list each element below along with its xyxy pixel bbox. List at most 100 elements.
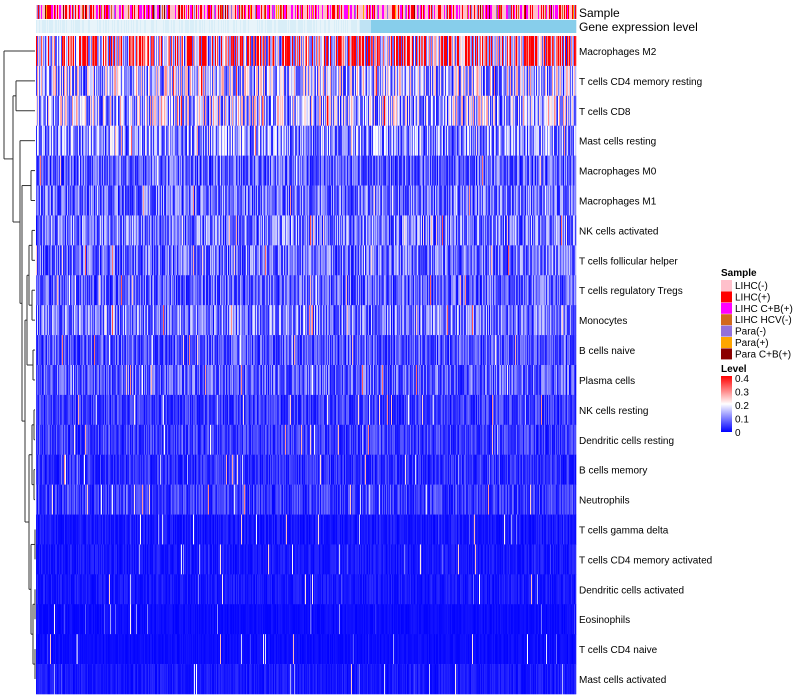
heatmap-cell [368, 185, 370, 216]
heatmap-cell [522, 36, 524, 67]
heatmap-cell [517, 215, 519, 246]
heatmap-cell [449, 125, 451, 156]
heatmap-cell [39, 95, 41, 127]
heatmap-cell [355, 65, 357, 97]
heatmap-cell [160, 36, 162, 67]
heatmap-cell [150, 95, 152, 127]
heatmap-cell [470, 215, 472, 246]
heatmap-cell [333, 155, 335, 186]
sample-annotation-cell [183, 5, 185, 19]
heatmap-cell [413, 65, 415, 97]
heatmap-cell [247, 155, 249, 186]
heatmap-cell [503, 215, 505, 246]
heatmap-cell [521, 36, 523, 67]
expression-annotation-cell [284, 20, 286, 33]
heatmap-cell [534, 185, 536, 216]
sample-annotation-cell [186, 5, 188, 19]
heatmap-cell [443, 185, 445, 216]
heatmap-cell [566, 185, 568, 216]
heatmap-cell [575, 95, 577, 127]
heatmap-cell [52, 95, 54, 127]
expression-annotation-cell [419, 20, 421, 33]
heatmap-cell [220, 95, 222, 127]
heatmap-cell [40, 215, 42, 246]
expression-annotation-cell [354, 20, 356, 33]
sample-annotation-cell [237, 5, 239, 19]
heatmap-cell [290, 185, 292, 216]
heatmap-cell [36, 125, 38, 156]
heatmap-cell [552, 65, 554, 97]
heatmap-cell [192, 125, 194, 156]
heatmap-cell [69, 36, 71, 67]
heatmap-cell [522, 125, 524, 156]
heatmap-cell [261, 185, 263, 216]
heatmap-cell [75, 245, 77, 276]
sample-annotation-cell [174, 5, 176, 19]
heatmap-cell [541, 215, 543, 246]
heatmap-cell [181, 36, 183, 67]
heatmap-cell [433, 36, 435, 67]
heatmap-cell [282, 36, 284, 67]
heatmap-cell [511, 155, 513, 186]
heatmap-cell [526, 215, 528, 246]
heatmap-cell [561, 125, 563, 156]
heatmap-cell [416, 155, 418, 186]
heatmap-cell [554, 95, 556, 127]
heatmap-cell [96, 36, 98, 67]
heatmap-cell [403, 36, 405, 67]
heatmap-cell [437, 185, 439, 216]
heatmap-cell [118, 36, 120, 67]
heatmap-cell [69, 155, 71, 186]
heatmap-cell [105, 185, 107, 216]
heatmap-cell [540, 185, 542, 216]
heatmap-cell [375, 215, 377, 246]
heatmap-cell [475, 36, 477, 67]
heatmap-cell [40, 245, 42, 276]
heatmap-cell [413, 36, 415, 67]
heatmap-cell [108, 155, 110, 186]
heatmap-cell [264, 185, 266, 216]
heatmap-cell [39, 245, 41, 276]
heatmap-cell [434, 155, 436, 186]
heatmap-cell [246, 155, 248, 186]
heatmap-cell [429, 95, 431, 127]
heatmap-cell [204, 215, 206, 246]
sample-annotation-cell [340, 5, 342, 19]
heatmap-cell [456, 95, 458, 127]
sample-annotation-cell [511, 5, 513, 19]
heatmap-cell [569, 125, 571, 156]
heatmap-cell [344, 36, 346, 67]
heatmap-cell [305, 185, 307, 216]
sample-annotation-cell [44, 5, 46, 19]
heatmap-cell [217, 95, 219, 127]
heatmap-cell [542, 185, 544, 216]
heatmap-cell [374, 65, 376, 97]
heatmap-cell [136, 125, 138, 156]
heatmap-cell [58, 36, 60, 67]
heatmap-cell [214, 155, 216, 186]
heatmap-cell [409, 185, 411, 216]
expression-annotation-cell [142, 20, 144, 33]
heatmap-cell [466, 36, 468, 67]
heatmap-cell [447, 65, 449, 97]
heatmap-cell [225, 36, 227, 67]
heatmap-cell [256, 215, 258, 246]
heatmap-cell [80, 95, 82, 127]
expression-annotation-cell [392, 20, 394, 33]
heatmap-cell [91, 36, 93, 67]
heatmap-cell [377, 215, 379, 246]
heatmap-cell [123, 125, 125, 156]
heatmap-cell [518, 36, 520, 67]
heatmap-cell [446, 36, 448, 67]
heatmap-cell [432, 65, 434, 97]
heatmap-cell [52, 215, 54, 246]
heatmap-cell [480, 185, 482, 216]
heatmap-cell [560, 65, 562, 97]
heatmap-cell [533, 36, 535, 67]
expression-annotation-cell [455, 20, 457, 33]
expression-annotation-cell [299, 20, 301, 33]
heatmap-cell [182, 125, 184, 156]
heatmap-cell [298, 36, 300, 67]
heatmap-cell [543, 155, 545, 186]
heatmap-cell [65, 95, 67, 127]
